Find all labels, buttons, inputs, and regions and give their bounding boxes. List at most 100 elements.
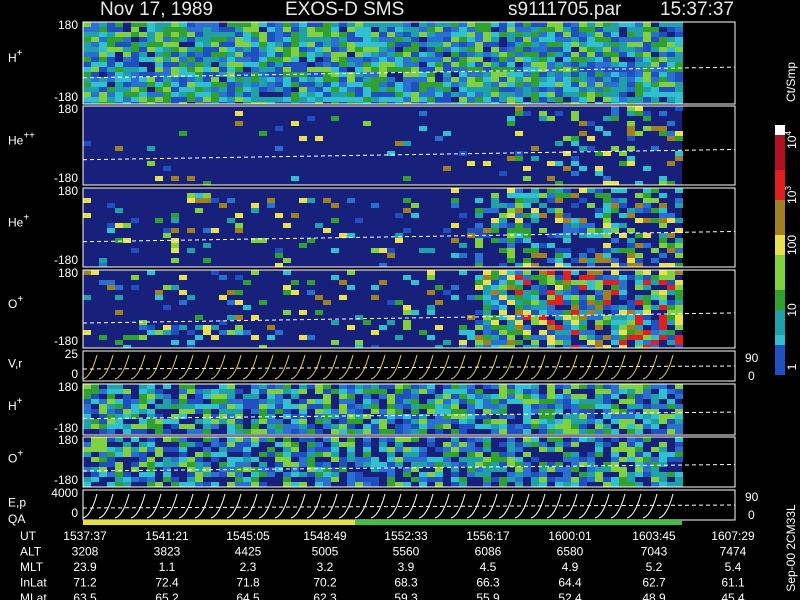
spectrogram-cell — [483, 97, 491, 102]
spectrogram-cell — [307, 57, 315, 62]
spectrogram-cell — [395, 389, 403, 394]
spectrogram-cell — [403, 389, 411, 394]
spectrogram-cell — [499, 92, 507, 97]
spectrogram-cell — [299, 47, 307, 52]
spectrogram-cell — [291, 32, 299, 37]
spectrogram-cell — [427, 290, 435, 295]
spectrogram-cell — [651, 320, 659, 325]
panel-frame — [82, 383, 736, 436]
spectrogram-cell — [523, 442, 531, 447]
spectrogram-cell — [651, 394, 659, 399]
spectrogram-cell — [675, 92, 683, 97]
spectrogram-cell — [387, 37, 395, 42]
spectrogram-cell — [467, 72, 475, 77]
spectrogram-cell — [571, 457, 579, 462]
spectrogram-cell — [571, 37, 579, 42]
spectrogram-cell — [403, 67, 411, 72]
spectrogram-cell — [595, 285, 603, 290]
spectrogram-cell — [643, 203, 651, 208]
spectrogram-cell — [651, 218, 659, 223]
spectrogram-cell — [603, 394, 611, 399]
spectrogram-cell — [587, 27, 595, 32]
spectrogram-cell — [507, 280, 515, 285]
spectrogram-cell — [571, 345, 579, 348]
spectrogram-cell — [603, 92, 611, 97]
spectrogram-cell — [163, 447, 171, 452]
spectrogram-cell — [299, 409, 307, 414]
spectrogram-cell — [219, 409, 227, 414]
spectrogram-cell — [507, 429, 515, 434]
spectrogram-cell — [339, 77, 347, 82]
spectrogram-cell — [427, 77, 435, 82]
spectrogram-cell — [491, 280, 499, 285]
spectrogram-cell — [275, 424, 283, 429]
spectrogram-cell — [83, 77, 91, 82]
spectrogram-cell — [139, 42, 147, 47]
spectrogram-cell — [603, 345, 611, 348]
spectrogram-cell — [219, 37, 227, 42]
spectrogram-cell — [251, 384, 259, 389]
spectrogram-cell — [323, 482, 331, 487]
spectrogram-cell — [643, 193, 651, 198]
spectrogram-cell — [603, 414, 611, 419]
spectrogram-cell — [475, 285, 483, 290]
spectrogram-cell — [571, 223, 579, 228]
spectrogram-cell — [675, 188, 683, 193]
spectrogram-cell — [483, 437, 491, 442]
spectrogram-cell — [139, 52, 147, 57]
spectrogram-cell — [251, 429, 259, 434]
spectrogram-cell — [403, 310, 411, 315]
spectrogram-cell — [507, 447, 515, 452]
spectrogram-cell — [635, 285, 643, 290]
spectrogram-cell — [595, 57, 603, 62]
spectrogram-cell — [499, 22, 507, 27]
spectrogram-cell — [187, 472, 195, 477]
spectrogram-cell — [219, 330, 227, 335]
spectrogram-cell — [595, 442, 603, 447]
spectrogram-cell — [427, 102, 435, 104]
spectrogram-cell — [523, 404, 531, 409]
spectrogram-cell — [139, 325, 147, 330]
spectrogram-cell — [299, 424, 307, 429]
spectrogram-cell — [347, 47, 355, 52]
spectrogram-cell — [395, 429, 403, 434]
spectrogram-cell — [603, 37, 611, 42]
footer-value: 55.9 — [476, 591, 500, 600]
spectrogram-cell — [363, 404, 371, 409]
spectrogram-cell — [611, 82, 619, 87]
panel-label-base: E,p — [8, 496, 26, 510]
spectrogram-cell — [187, 295, 195, 300]
spectrogram-cell — [499, 409, 507, 414]
spectrogram-cell — [659, 176, 667, 181]
footer-label: ALT — [20, 545, 42, 559]
spectrogram-cell — [595, 325, 603, 330]
spectrogram-cell — [571, 87, 579, 92]
spectrogram-cell — [307, 77, 315, 82]
spectrogram-cell — [667, 305, 675, 310]
spectrogram-cell — [571, 285, 579, 290]
spectrogram-cell — [187, 37, 195, 42]
spectrogram-cell — [91, 67, 99, 72]
spectrogram-cell — [659, 77, 667, 82]
spectrogram-cell — [635, 77, 643, 82]
spectrogram-cell — [267, 203, 275, 208]
spectrogram-cell — [227, 22, 235, 27]
spectrogram-cell — [579, 414, 587, 419]
spectrogram-cell — [395, 409, 403, 414]
spectrogram-cell — [515, 429, 523, 434]
spectrogram-cell — [635, 258, 643, 263]
spectrogram-cell — [179, 67, 187, 72]
spectrogram-cell — [307, 102, 315, 104]
spectrogram-cell — [515, 233, 523, 238]
spectrogram-cell — [211, 335, 219, 340]
spectrogram-cell — [403, 97, 411, 102]
spectrogram-cell — [419, 72, 427, 77]
spectrogram-cell — [195, 472, 203, 477]
spectrogram-cell — [547, 384, 555, 389]
spectrogram-cell — [627, 32, 635, 37]
spectrogram-cell — [659, 452, 667, 457]
spectrogram-cell — [515, 285, 523, 290]
spectrogram-cell — [427, 52, 435, 57]
spectrogram-cell — [507, 437, 515, 442]
spectrogram-cell — [435, 399, 443, 404]
